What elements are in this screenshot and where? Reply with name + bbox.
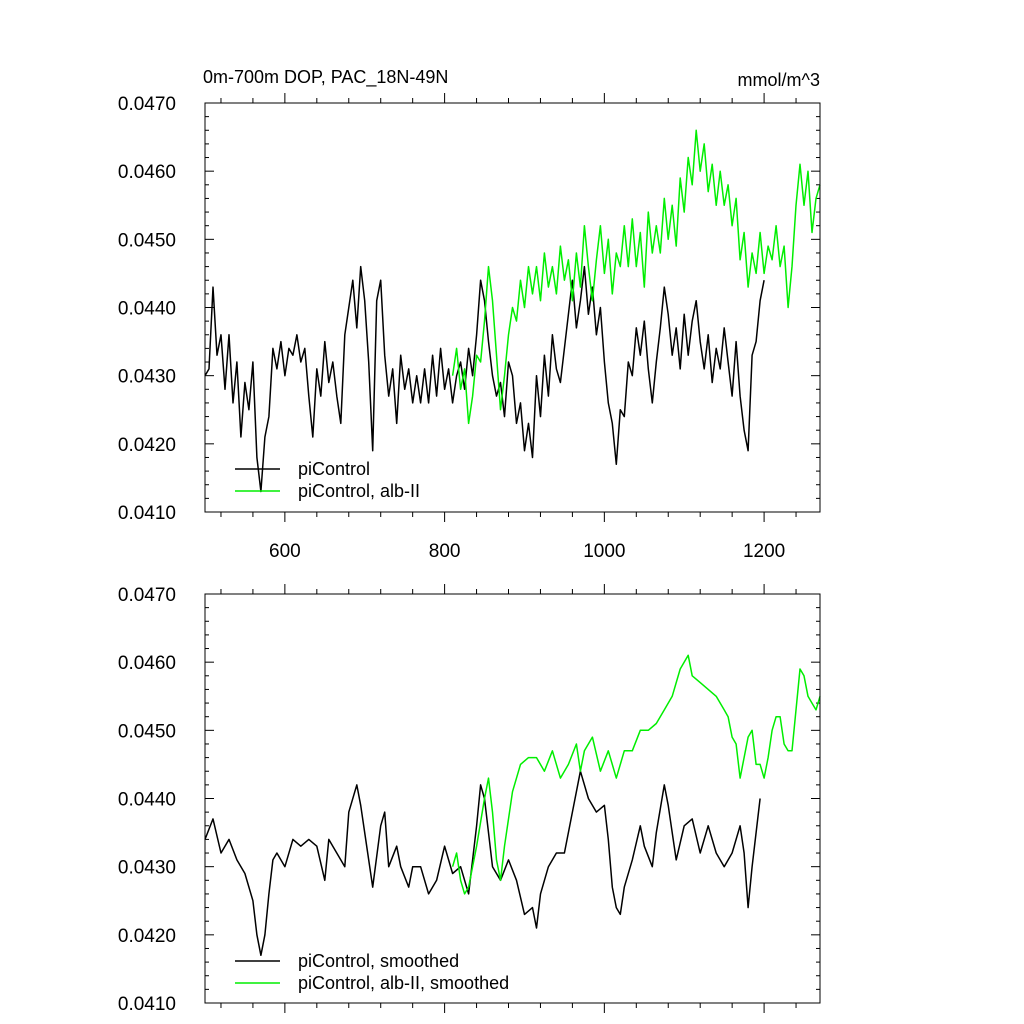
- legend-label: piControl: [298, 459, 370, 479]
- units-label: mmol/m^3: [738, 70, 820, 90]
- legend-label: piControl, alb-II: [298, 481, 420, 501]
- y-tick-label: 0.0420: [118, 926, 176, 947]
- x-tick-labels: 600 800 1000 1200: [269, 541, 785, 562]
- y-tick-label: 0.0430: [118, 367, 176, 388]
- bottom-panel: 0.0470 0.0460 0.0450 0.0440 0.0430 0.0420 0.04…: [118, 584, 821, 1015]
- tick-marks: [205, 584, 820, 1013]
- series-lines: [204, 129, 821, 493]
- x-tick-label: 600: [269, 541, 301, 562]
- y-tick-labels: 0.0470 0.0460 0.0450 0.0440 0.0430 0.0420 0.04…: [118, 585, 176, 1015]
- x-tick-label: 800: [429, 541, 461, 562]
- y-tick-label: 0.0450: [118, 230, 176, 251]
- y-tick-label: 0.0460: [118, 653, 176, 674]
- y-tick-label: 0.0410: [118, 994, 176, 1015]
- legend-label: piControl, alb-II, smoothed: [298, 973, 509, 993]
- top-panel: 0m-700m DOP, PAC_18N-49N mmol/m^3 0.0470…: [118, 67, 821, 562]
- x-tick-label: 1200: [743, 541, 785, 562]
- series-line-alb-ii: [451, 654, 821, 895]
- series-line-alb-ii: [451, 129, 821, 425]
- series-line-picontrol: [204, 265, 765, 493]
- legend: piControl piControl, alb-II: [235, 459, 420, 501]
- y-tick-label: 0.0420: [118, 435, 176, 456]
- panel-title: 0m-700m DOP, PAC_18N-49N: [203, 67, 448, 88]
- legend: piControl, smoothed piControl, alb-II, s…: [235, 951, 509, 993]
- y-tick-label: 0.0470: [118, 94, 176, 115]
- series-lines: [204, 654, 821, 957]
- y-tick-label: 0.0450: [118, 721, 176, 742]
- y-tick-label: 0.0410: [118, 503, 176, 524]
- y-tick-labels: 0.0470 0.0460 0.0450 0.0440 0.0430 0.0420 0.04…: [118, 94, 176, 524]
- y-tick-label: 0.0460: [118, 162, 176, 183]
- legend-label: piControl, smoothed: [298, 951, 459, 971]
- y-tick-label: 0.0440: [118, 790, 176, 811]
- series-line-picontrol: [204, 770, 761, 957]
- plot-frame: [204, 593, 821, 1004]
- x-tick-label: 1000: [583, 541, 625, 562]
- y-tick-label: 0.0440: [118, 299, 176, 320]
- plot-frame: [204, 102, 821, 513]
- y-tick-label: 0.0430: [118, 858, 176, 879]
- y-tick-label: 0.0470: [118, 585, 176, 606]
